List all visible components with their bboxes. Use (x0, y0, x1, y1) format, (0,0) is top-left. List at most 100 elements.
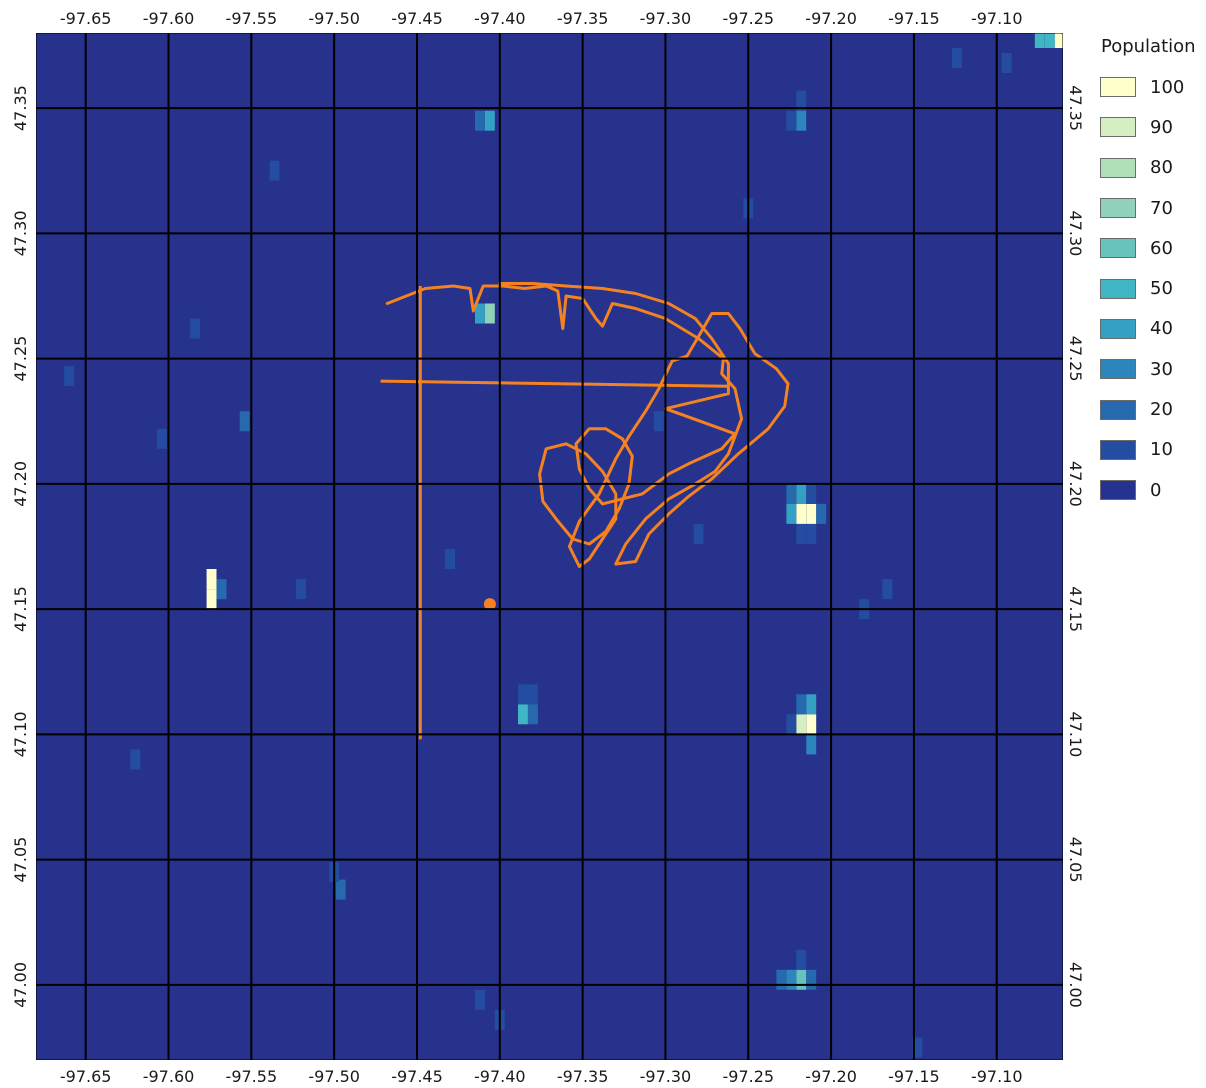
lon-tick-label: -97.10 (971, 9, 1023, 28)
legend-item: 30 (1100, 349, 1200, 389)
lon-tick-label: -97.60 (143, 1067, 195, 1086)
lat-tick-label: 47.00 (11, 962, 30, 1008)
lat-tick-label: 47.15 (11, 586, 30, 632)
legend-item: 70 (1100, 188, 1200, 228)
lon-tick-label: -97.30 (640, 9, 692, 28)
legend-swatch (1100, 77, 1136, 98)
population-cell (484, 303, 495, 324)
lat-tick-label: 47.05 (11, 837, 30, 883)
population-cell (653, 411, 664, 432)
population-cell (786, 503, 797, 524)
population-cell (786, 969, 797, 990)
lon-tick-label: -97.50 (308, 1067, 360, 1086)
legend-item: 100 (1100, 67, 1200, 107)
lon-tick-label: -97.15 (888, 1067, 940, 1086)
lon-tick-label: -97.65 (60, 1067, 112, 1086)
population-cell (806, 524, 817, 544)
legend: Population 100 90 80 70 60 50 40 30 20 10 0 (1100, 36, 1200, 510)
population-cell (806, 734, 817, 755)
legend-swatch (1100, 359, 1136, 380)
population-cell (518, 684, 528, 705)
lon-tick-label: -97.35 (557, 1067, 609, 1086)
legend-item: 0 (1100, 470, 1200, 510)
lat-tick-label: 47.05 (1066, 837, 1085, 883)
population-cell (776, 969, 787, 990)
legend-label: 10 (1150, 439, 1173, 461)
legend-label: 70 (1150, 197, 1173, 219)
population-cell (816, 503, 827, 524)
lon-tick-label: -97.45 (391, 9, 443, 28)
population-cell (806, 483, 817, 504)
population-cell (445, 549, 455, 569)
outline-line (380, 379, 729, 388)
center-point (483, 598, 496, 611)
lon-tick-label: -97.25 (722, 1067, 774, 1086)
map-background (36, 33, 1063, 1060)
population-cell (806, 969, 817, 990)
population-cell (269, 160, 280, 181)
lon-tick-label: -97.20 (805, 9, 857, 28)
lon-tick-label: -97.55 (226, 1067, 278, 1086)
lon-tick-label: -97.60 (143, 9, 195, 28)
legend-label: 0 (1150, 479, 1162, 501)
population-cell (475, 303, 485, 324)
coordinate-labels: -97.65 -97.65 -97.60 -97.60 -97.55 -97.55 -97.… (11, 9, 1085, 1086)
population-cell (786, 714, 797, 735)
legend-item: 20 (1100, 389, 1200, 429)
legend-item: 80 (1100, 148, 1200, 188)
lat-tick-label: 47.30 (11, 210, 30, 256)
legend-label: 40 (1150, 318, 1173, 340)
legend-swatch (1100, 198, 1136, 219)
population-cell (912, 1037, 923, 1058)
population-cell (206, 569, 217, 589)
lat-tick-label: 47.30 (1066, 210, 1085, 256)
population-cell (206, 589, 217, 610)
legend-item: 90 (1100, 107, 1200, 147)
population-cell (806, 714, 817, 735)
population-cell (796, 483, 807, 504)
legend-label: 60 (1150, 237, 1173, 259)
legend-swatch (1100, 399, 1136, 420)
population-cell (796, 714, 807, 735)
population-cell (156, 428, 167, 449)
legend-item: 10 (1100, 430, 1200, 470)
population-cell (475, 110, 485, 131)
legend-label: 100 (1150, 76, 1185, 98)
lon-tick-label: -97.25 (722, 9, 774, 28)
outline-main (385, 282, 790, 568)
legend-item: 50 (1100, 268, 1200, 308)
population-cell (786, 483, 797, 504)
legend-item: 60 (1100, 228, 1200, 268)
legend-label: 90 (1150, 116, 1173, 138)
lat-tick-label: 47.10 (1066, 711, 1085, 757)
lon-tick-label: -97.30 (640, 1067, 692, 1086)
legend-swatch (1100, 278, 1136, 299)
legend-swatch (1100, 318, 1136, 339)
population-cell (528, 684, 538, 705)
lat-tick-label: 47.20 (11, 461, 30, 507)
lon-tick-label: -97.40 (474, 9, 526, 28)
population-cell (806, 694, 817, 715)
lat-tick-label: 47.10 (11, 711, 30, 757)
lon-tick-label: -97.35 (557, 9, 609, 28)
population-cell (518, 704, 528, 725)
population-cell (796, 110, 807, 131)
lon-tick-label: -97.10 (971, 1067, 1023, 1086)
lat-tick-label: 47.25 (11, 336, 30, 382)
population-cell (190, 318, 200, 339)
population-cell (796, 524, 807, 544)
lon-tick-label: -97.40 (474, 1067, 526, 1086)
legend-label: 30 (1150, 358, 1173, 380)
population-cell (475, 989, 485, 1010)
population-cell (1034, 33, 1045, 48)
legend-swatch (1100, 480, 1136, 501)
legend-swatch (1100, 157, 1136, 178)
lon-tick-label: -97.55 (226, 9, 278, 28)
population-cell (296, 579, 306, 600)
population-cell (484, 110, 495, 131)
population-cell (528, 704, 538, 725)
lon-tick-label: -97.65 (60, 9, 112, 28)
population-cell (796, 969, 807, 990)
lat-tick-label: 47.35 (1066, 85, 1085, 131)
